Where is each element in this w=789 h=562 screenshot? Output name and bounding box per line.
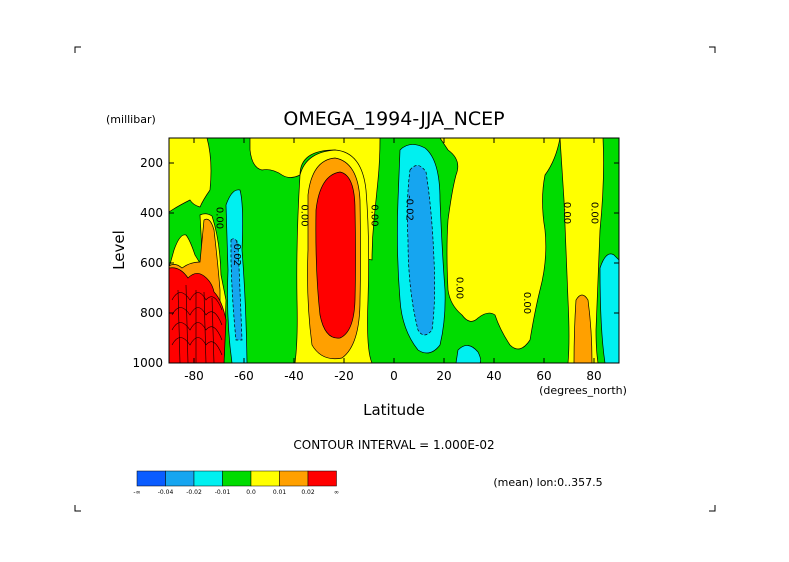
x-tick-label: 0	[390, 369, 398, 383]
y-tick-label: 600	[140, 256, 163, 270]
colorbar-swatch	[250, 470, 280, 487]
colorbar-label: -0.02	[186, 489, 202, 496]
contour-fills	[169, 138, 619, 363]
x-axis: -80 -60 -40 -20 0 20 40 60 80	[184, 138, 602, 383]
colorbar-label: 0.0	[246, 489, 256, 496]
x-units-label: (degrees_north)	[539, 384, 627, 397]
x-tick-label: 20	[436, 369, 451, 383]
y-tick-label: 1000	[132, 356, 163, 370]
contour-label: 0.00	[521, 292, 532, 314]
contour-label: 0.00	[454, 277, 465, 299]
colorbar: -∞ -0.04 -0.02 -0.01 0.0 0.01 0.02 ∞	[133, 470, 339, 496]
contour-region	[573, 294, 593, 363]
contour-label: 0.00	[561, 202, 572, 224]
x-tick-label: -20	[334, 369, 354, 383]
colorbar-swatch	[222, 470, 252, 487]
contour-region	[169, 138, 212, 213]
x-tick-label: -60	[234, 369, 254, 383]
contour-label: 0.00	[214, 207, 225, 229]
dense-contour-lines	[171, 284, 223, 363]
colorbar-swatch	[193, 470, 223, 487]
colorbar-label: -0.01	[215, 489, 231, 496]
contour-region	[559, 138, 604, 363]
colorbar-swatch	[307, 470, 337, 487]
contour-region	[230, 238, 243, 341]
colorbar-label: -0.04	[158, 489, 174, 496]
colorbar-swatch	[165, 470, 195, 487]
contour-region	[315, 171, 356, 339]
y-axis-title: Level	[110, 230, 128, 270]
contour-interval-text: CONTOUR INTERVAL = 1.000E-02	[293, 438, 494, 452]
x-tick-label: -40	[284, 369, 304, 383]
x-axis-title: Latitude	[363, 401, 425, 419]
contour-label: 0.00	[589, 202, 600, 224]
colorbar-swatch	[136, 470, 166, 487]
contour-label: -0.02	[404, 195, 415, 221]
colorbar-label: ∞	[334, 489, 339, 496]
contour-region	[169, 267, 227, 363]
contour-region	[599, 253, 619, 363]
colorbar-label: 0.02	[301, 489, 315, 496]
mean-longitude-text: (mean) lon:0..357.5	[493, 476, 602, 489]
colorbar-swatch	[279, 470, 309, 487]
y-units-label: (millibar)	[106, 113, 156, 126]
y-tick-label: 400	[140, 206, 163, 220]
x-tick-label: 60	[536, 369, 551, 383]
contour-region	[439, 138, 561, 350]
x-tick-label: 40	[486, 369, 501, 383]
contour-label: 0.00	[299, 204, 310, 226]
y-axis: 1000 800 600 400 200	[132, 156, 619, 370]
colorbar-label: 0.01	[273, 489, 287, 496]
contour-label: 0.00	[369, 204, 380, 226]
x-tick-label: 80	[586, 369, 601, 383]
contour-label: -0.02	[231, 240, 242, 266]
chart-title: OMEGA_1994-JJA_NCEP	[283, 108, 504, 130]
contour-labels: 0.00 -0.02 0.00 0.00 -0.02 0.00 0.00 0.00 0.00	[214, 195, 600, 314]
crop-marks	[74, 46, 716, 512]
colorbar-label: -∞	[133, 489, 140, 496]
contour-region	[455, 345, 482, 363]
y-tick-label: 200	[140, 156, 163, 170]
x-tick-label: -80	[184, 369, 204, 383]
contour-region	[406, 165, 436, 336]
y-tick-label: 800	[140, 306, 163, 320]
